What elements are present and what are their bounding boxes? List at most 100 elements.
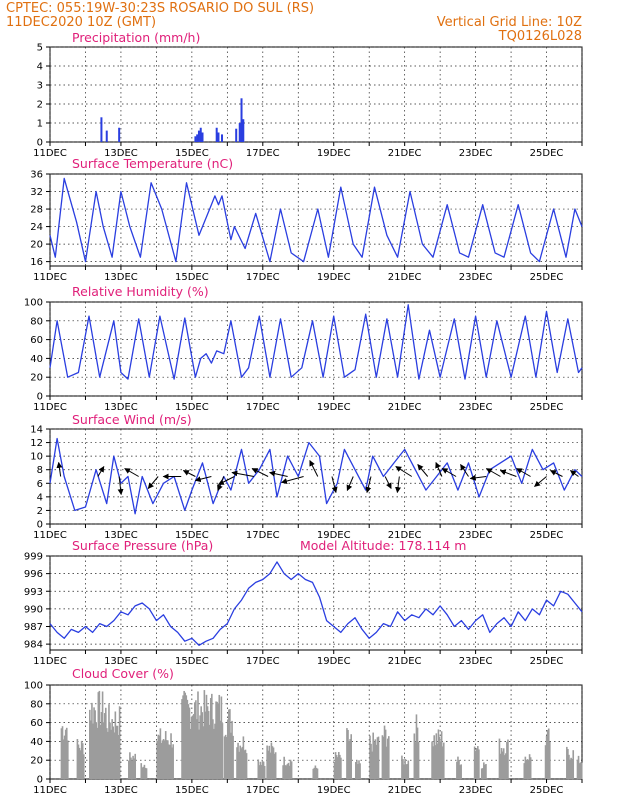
cloud-bar — [129, 752, 131, 779]
cloud-bar — [357, 764, 359, 779]
cloud-bar — [186, 699, 189, 779]
cloud-bar — [91, 702, 93, 779]
cloud-bar — [272, 747, 275, 779]
wind-vector-arrow — [182, 470, 196, 477]
x-tick-label: 25DEC — [530, 402, 564, 413]
precip-bar — [100, 117, 103, 142]
rh-series-line — [49, 304, 583, 380]
x-tick-label: 19DEC — [317, 272, 351, 283]
cloud-bar — [62, 739, 65, 779]
y-tick-label: 28 — [30, 205, 43, 216]
cloud-bar — [566, 746, 568, 779]
cloud-bar — [209, 698, 212, 779]
cloud-bar — [143, 764, 146, 779]
temperature-title: Surface Temperature (nC) — [72, 156, 233, 171]
precip-bar — [240, 98, 243, 142]
cloud-bar — [500, 748, 503, 779]
cloud-bar — [432, 746, 434, 779]
x-tick-label: 15DEC — [175, 148, 209, 159]
cloud-bar — [382, 736, 385, 779]
y-tick-label: 40 — [30, 737, 43, 748]
x-tick-label: 19DEC — [317, 148, 351, 159]
cloud-bar — [242, 736, 245, 779]
x-tick-label: 13DEC — [104, 785, 138, 796]
cloud-bar — [478, 749, 480, 779]
wind-vector-arrow — [469, 474, 487, 481]
panel-frame — [49, 301, 583, 397]
y-tick-label: 2 — [37, 100, 43, 111]
cloud-bar — [263, 765, 266, 779]
temp-series-line — [49, 177, 583, 263]
y-tick-label: 20 — [30, 240, 43, 251]
wind-vector-arrow — [97, 465, 105, 477]
cloud-bar — [103, 713, 106, 779]
cloud-bar — [140, 763, 143, 779]
cloud-bar — [207, 711, 210, 779]
cloud-bar — [456, 761, 458, 779]
cloud-bar — [93, 707, 95, 779]
cloud-bar — [158, 735, 161, 779]
cloud-bar — [134, 753, 137, 779]
cloud-bar — [431, 741, 433, 779]
cloud-bar — [230, 732, 232, 779]
cloud-bar — [192, 714, 195, 779]
cloud-bar — [579, 762, 582, 779]
cloud-bar — [433, 735, 435, 779]
cloud-bar — [567, 749, 569, 779]
cloud-bar — [157, 734, 160, 779]
cloud-bar — [215, 701, 217, 779]
cloud-bar — [241, 746, 244, 779]
x-tick-label: 25DEC — [530, 272, 564, 283]
y-tick-label: 5 — [37, 43, 43, 54]
cloud-bar — [201, 712, 204, 779]
cloud-bar — [82, 754, 85, 779]
cloud-bar — [156, 740, 158, 779]
cloud-bar — [211, 693, 213, 779]
cloud-bar — [131, 760, 133, 779]
cloud-bar — [78, 747, 81, 779]
x-tick-label: 19DEC — [317, 656, 351, 667]
x-tick-label: 19DEC — [317, 530, 351, 541]
cloud-bar — [333, 761, 336, 779]
cloud-bar — [544, 745, 547, 779]
cloud-bar — [170, 733, 172, 779]
cloud-bar — [381, 735, 384, 779]
wind-vector-arrow — [485, 468, 501, 477]
x-tick-label: 21DEC — [388, 530, 422, 541]
x-tick-label: 25DEC — [530, 148, 564, 159]
wind-vector-arrow — [217, 476, 235, 485]
cloud-bar — [283, 756, 285, 779]
cloud-bar — [65, 727, 68, 779]
pressure-title: Surface Pressure (hPa) — [72, 538, 213, 553]
y-tick-label: 4 — [37, 62, 43, 73]
x-tick-label: 23DEC — [459, 656, 493, 667]
wind-vector-arrow — [309, 459, 319, 477]
cloud-bar — [377, 736, 380, 779]
wind-vector-arrow — [331, 476, 338, 494]
x-tick-label: 23DEC — [459, 530, 493, 541]
wind-vector-arrow — [194, 476, 212, 483]
cloud-bar — [77, 744, 80, 779]
cloud-bar — [577, 755, 580, 779]
cloud-bar — [133, 758, 135, 779]
x-tick-label: 25DEC — [530, 785, 564, 796]
cloud-bar — [507, 739, 509, 779]
y-tick-label: 0 — [37, 775, 43, 786]
x-tick-label: 25DEC — [530, 530, 564, 541]
cloud-bar — [524, 756, 527, 779]
cloud-bar — [202, 726, 205, 779]
cloud-bar — [102, 722, 105, 779]
cloud-bar — [413, 733, 416, 779]
cloud-bar — [313, 767, 316, 779]
cloud-bar — [109, 722, 111, 779]
run-date: 11DEC2020 10Z (GMT) — [6, 15, 156, 30]
cloud-bar — [484, 764, 486, 779]
cloud-bar — [216, 701, 218, 779]
cloud-bar — [383, 725, 386, 779]
precip-bar — [238, 123, 241, 142]
wind-vector-arrow — [346, 476, 354, 492]
cloud-bar — [92, 723, 94, 779]
cloud-bar — [481, 768, 484, 779]
cloud-bar — [60, 728, 63, 779]
cloud-bar — [545, 735, 548, 779]
